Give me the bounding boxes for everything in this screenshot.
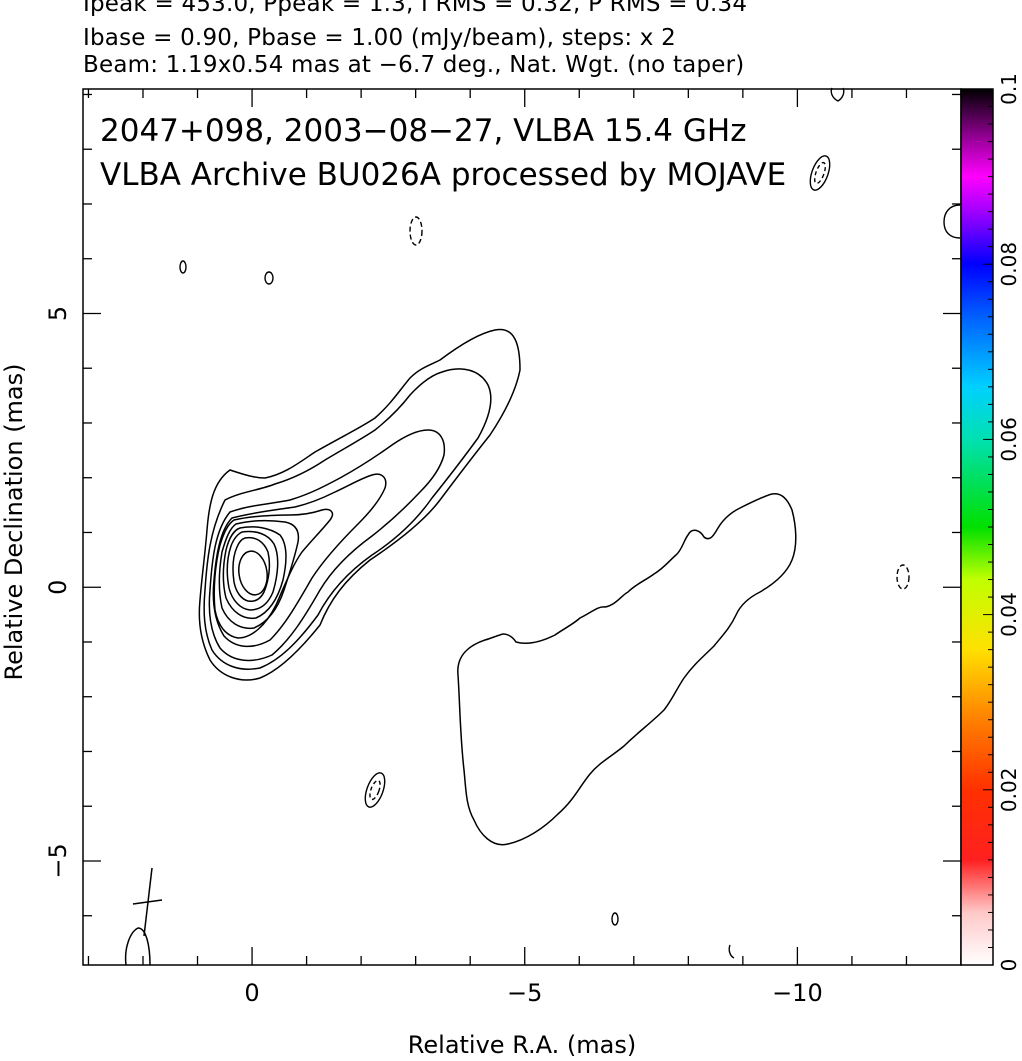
x-tick-label: 0 [244,979,259,1007]
x-tick-label: −5 [507,979,542,1007]
plot-title-line-2: VLBA Archive BU026A processed by MOJAVE [100,157,786,193]
colorbar-tick-label: 0.02 [997,768,1021,813]
x-tick-label: −10 [772,979,823,1007]
y-tick-label: 5 [44,306,72,321]
noise-contours [179,87,961,959]
header-contour-line: Ibase = 0.90, Pbase = 1.00 (mJy/beam), s… [83,25,676,51]
positive-island [264,271,274,285]
contour-level-3 [208,429,446,662]
colorbar-tick-label: 0.1 [997,73,1021,105]
negative-island [409,216,423,246]
contour-level-9 [232,536,271,602]
colorbar-tick-label: 0.04 [997,592,1021,637]
x-axis-label: Relative R.A. (mas) [408,1031,636,1059]
axis-ticks [83,89,962,965]
colorbar-tick-label: 0.08 [997,242,1021,287]
colorbar-ticks [983,88,993,966]
negative-island [369,779,381,801]
positive-island [179,260,187,274]
colorbar-tick-label: 0.06 [997,417,1021,462]
header-stats-line: Ipeak = 453.0, Ppeak = 1.3, I RMS = 0.32… [83,0,748,17]
axis-tick-labels: 0 −5 −10 −5 0 5 [44,306,823,1007]
core-jet-contours [198,328,521,681]
extended-lobe-contour [457,492,797,846]
plot-title-line-1: 2047+098, 2003−08−27, VLBA 15.4 GHz [100,113,746,149]
negative-island [813,161,827,185]
y-tick-label: −5 [44,843,72,878]
positive-island [809,155,831,191]
contour-level-8 [226,530,279,611]
contour-level-2 [203,368,492,670]
positive-island [728,944,735,959]
header-beam-line: Beam: 1.19x0.54 mas at −6.7 deg., Nat. W… [83,52,745,78]
y-axis-label: Relative Declination (mas) [0,363,28,680]
beam-marker [124,867,163,966]
contour-level-6 [218,519,300,630]
contour-level-4 [212,473,387,648]
positive-island [830,87,845,102]
colorbar-tick-labels: 0 0.02 0.04 0.06 0.08 0.1 [997,73,1021,971]
positive-island [611,912,619,926]
contour-level-1 [198,328,521,681]
y-tick-label: 0 [44,580,72,595]
colorbar-tick-label: 0 [997,959,1021,972]
contour-level-7 [222,526,287,620]
positive-island [943,204,961,239]
negative-island [896,564,910,590]
positive-island [364,772,386,808]
contour-level-10 [238,550,268,596]
